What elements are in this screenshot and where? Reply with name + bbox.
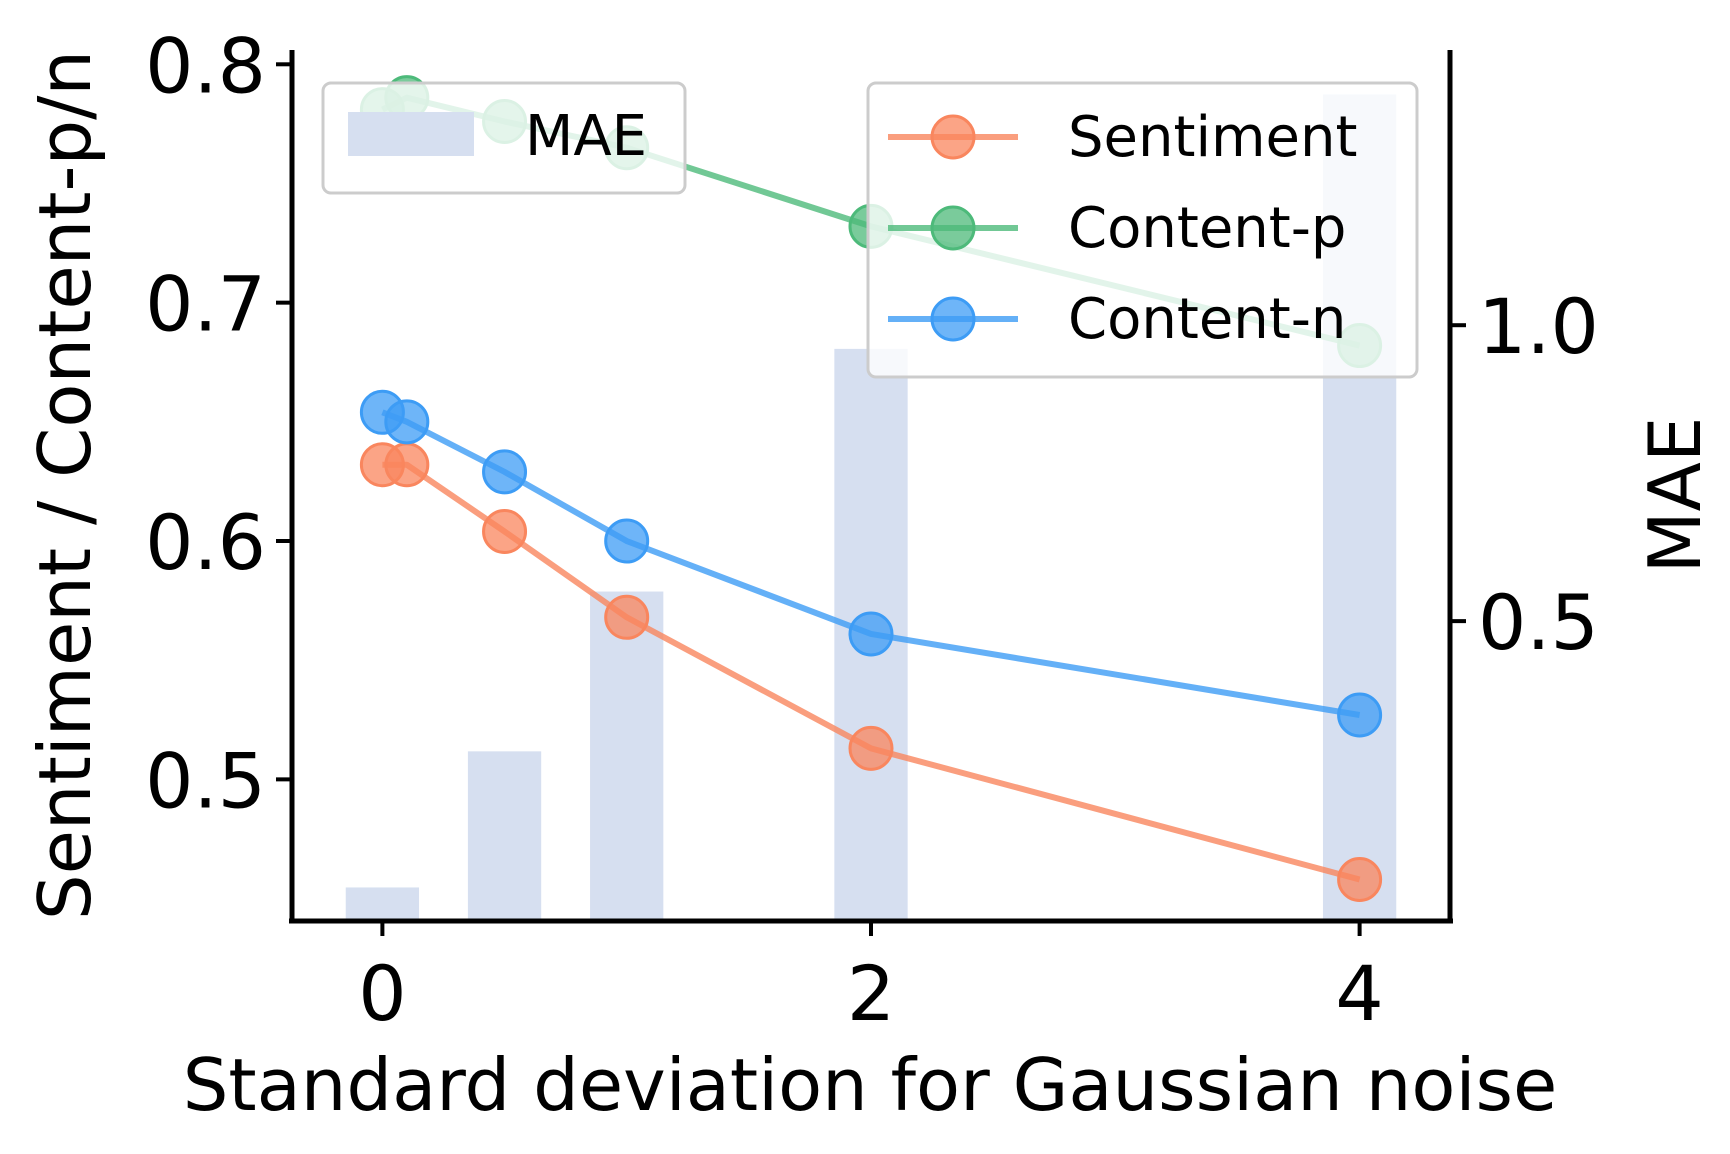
content-n-point — [604, 518, 650, 564]
legend-bars: MAE — [321, 81, 687, 195]
content-n-point — [1337, 692, 1383, 738]
content-n-point — [384, 399, 430, 445]
y-left-tick-label: 0.6 — [145, 498, 266, 587]
sentiment-point — [1337, 856, 1383, 902]
axis-ticks: 0 2 4 0.5 0.6 0.7 0.8 0.5 1.0 — [145, 21, 1599, 1038]
sentiment-point — [482, 508, 528, 554]
x-tick-label: 2 — [847, 949, 895, 1038]
y-left-tick-label: 0.7 — [145, 260, 266, 349]
legend-label-sentiment: Sentiment — [1068, 105, 1357, 170]
content-n-point — [482, 449, 528, 495]
legend-lines-frame — [866, 81, 1419, 379]
mae-bar — [345, 887, 420, 920]
legend-label-mae: MAE — [525, 104, 647, 169]
mae-bar — [590, 591, 664, 920]
legend-lines: Sentiment Content-p Content-n — [866, 81, 1419, 379]
y-right-tick-label: 0.5 — [1478, 578, 1599, 667]
y-right-tick-label: 1.0 — [1478, 282, 1599, 371]
y-axis-label-left: Sentiment / Content-p/n — [23, 50, 107, 920]
legend-bars-frame — [321, 81, 687, 195]
x-axis-label: Standard deviation for Gaussian noise — [183, 1043, 1558, 1127]
y-left-tick-label: 0.8 — [145, 21, 266, 110]
legend-label-content-n: Content-n — [1068, 287, 1346, 352]
sentiment-point — [604, 594, 650, 640]
sentiment-point — [384, 442, 430, 488]
mae-bar — [467, 751, 542, 920]
y-left-tick-label: 0.5 — [145, 736, 266, 825]
x-tick-label: 0 — [358, 949, 406, 1038]
sentiment-point — [848, 725, 894, 771]
legend-marker-sentiment — [930, 114, 976, 160]
content-n-point — [848, 611, 894, 657]
legend-marker-content-n — [930, 296, 976, 342]
x-tick-label: 4 — [1335, 949, 1383, 1038]
legend-marker-content-p — [930, 205, 976, 251]
legend-label-content-p: Content-p — [1068, 196, 1346, 261]
y-axis-label-right: MAE — [1633, 417, 1717, 574]
legend-swatch-mae — [348, 112, 474, 156]
